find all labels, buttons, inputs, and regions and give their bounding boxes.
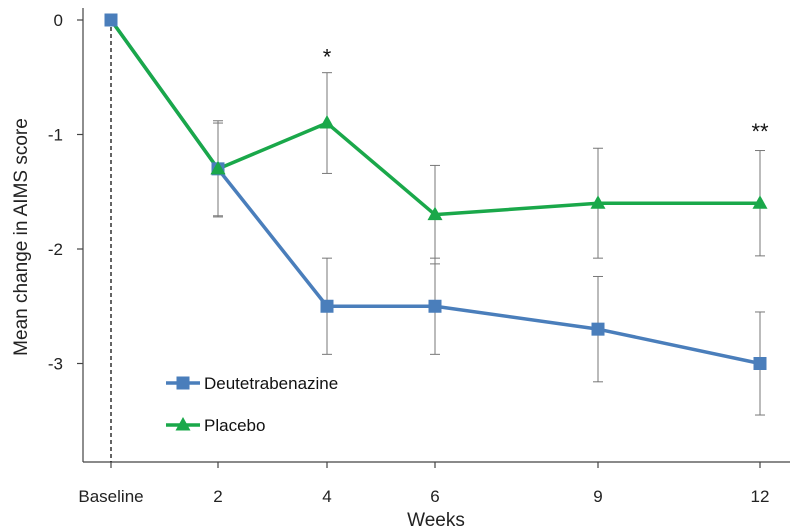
legend-label: Deutetrabenazine [204,374,338,393]
placebo-marker [752,195,768,209]
x-tick-label: 12 [751,487,770,506]
series-line [109,18,760,217]
x-tick-label: 2 [213,487,222,506]
y-tick-label: 0 [54,11,63,30]
placebo-marker [210,160,226,175]
legend-marker-square [176,376,190,390]
x-tick-label: 6 [430,487,439,506]
chart-ticks: 0 -1 -2 -3 Baseline 2 4 6 9 12 [48,11,770,506]
legend-label: Placebo [204,416,265,435]
y-tick-label: -2 [48,240,63,259]
x-tick-label: Baseline [78,487,143,506]
deutetrabenazine-marker [753,357,767,370]
deutetrabenazine-marker [591,322,605,336]
y-axis-title: Mean change in AIMS score [11,118,32,356]
x-axis-title: Weeks [407,510,465,530]
x-tick-label: 4 [322,487,331,506]
y-tick-label: -1 [48,126,63,145]
placebo-marker [427,206,443,221]
significance-annotation: ** [751,119,769,144]
deutetrabenazine-marker [320,299,334,313]
error-bars [213,72,765,416]
series-markers [104,13,768,370]
deutetrabenazine-marker [428,299,442,313]
x-tick-label: 9 [593,487,602,506]
chart-legend: Deutetrabenazine Placebo [166,374,338,435]
y-tick-label: -3 [48,355,63,374]
placebo-marker [319,115,335,129]
placebo-marker [590,195,606,209]
significance-annotation: * [323,45,332,70]
chart-axes [82,8,790,463]
series-lines [109,18,761,366]
deutetrabenazine-marker [104,13,118,27]
legend-marker-triangle [175,417,191,431]
significance-annotations: *** [323,45,769,144]
